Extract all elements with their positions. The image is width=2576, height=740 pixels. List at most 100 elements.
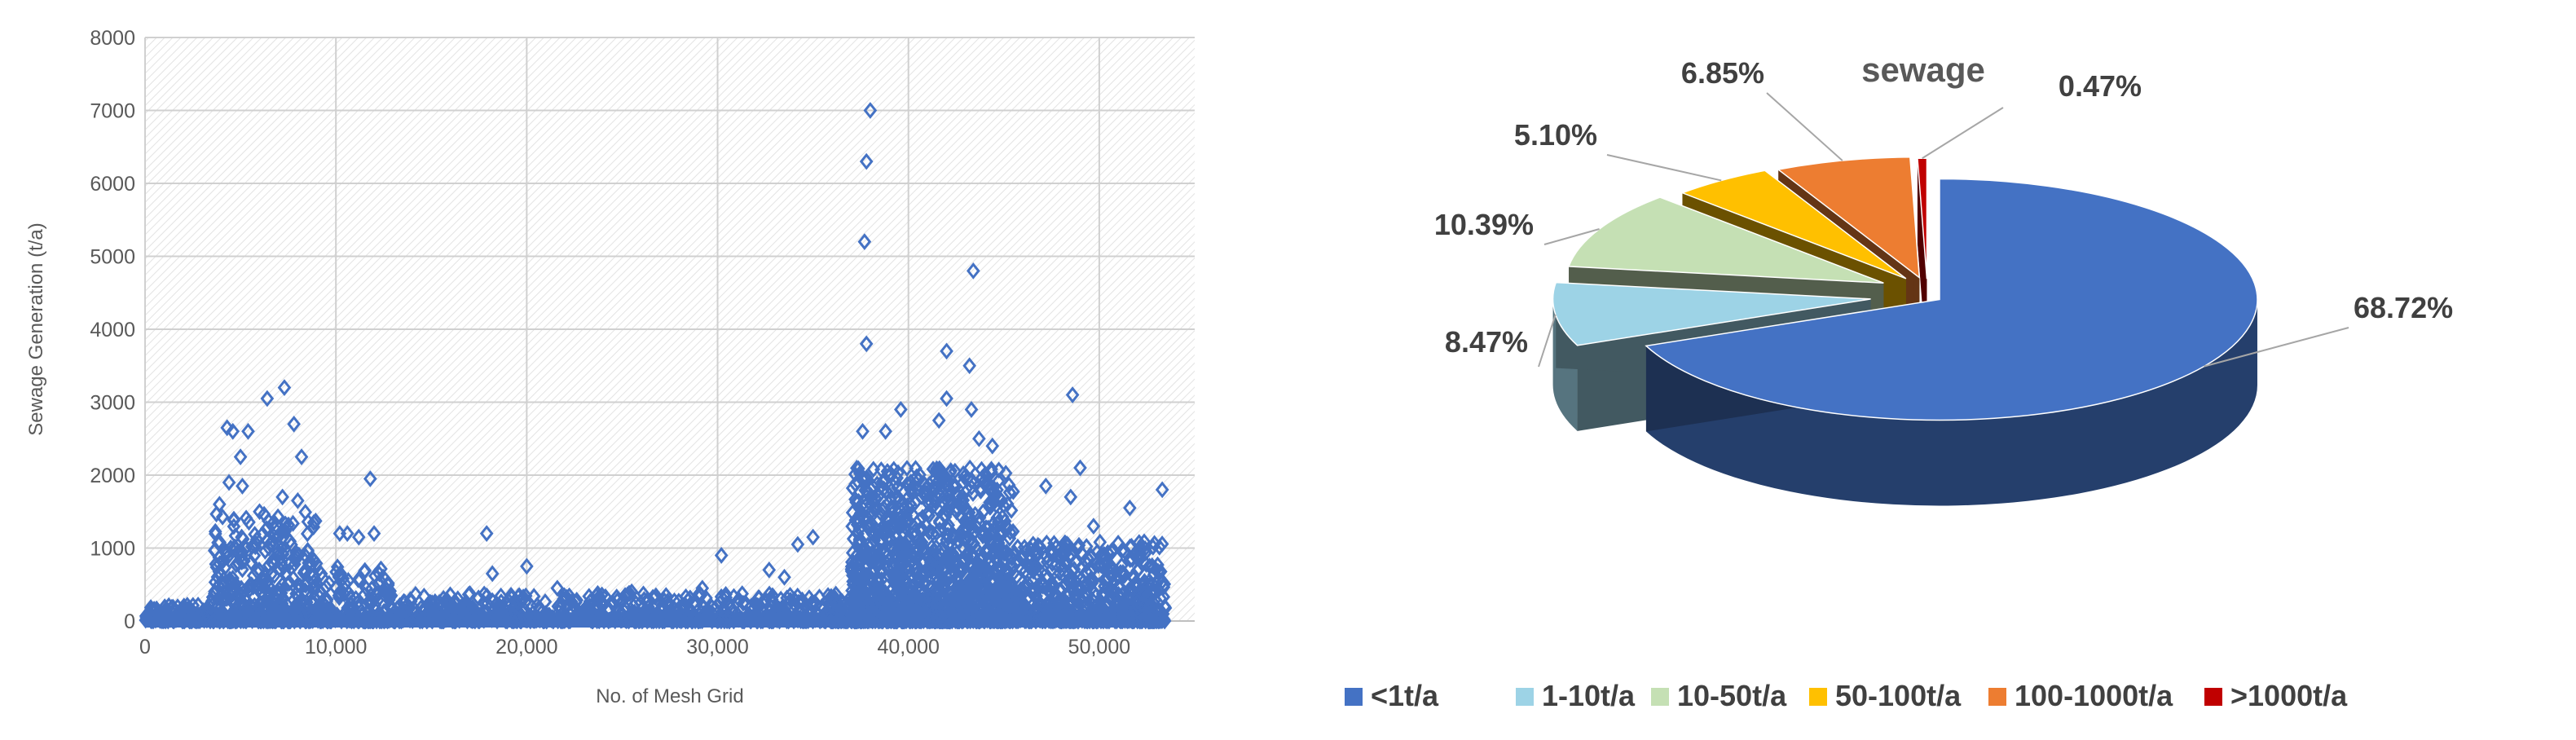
scatter-point — [570, 592, 583, 609]
scatter-point — [1014, 582, 1028, 600]
scatter-point — [857, 494, 871, 512]
scatter-point — [992, 461, 1006, 479]
pie-label-<1t/a: 68.72% — [2354, 291, 2453, 324]
scatter-point — [592, 608, 607, 626]
scatter-point-outlier — [962, 357, 976, 375]
x-tick-label: 20,000 — [495, 636, 557, 659]
scatter-point — [887, 612, 901, 630]
legend-swatch — [1988, 688, 2006, 706]
scatter-point — [971, 558, 985, 576]
scatter-point — [845, 518, 859, 535]
scatter-point — [773, 590, 788, 608]
scatter-point — [937, 474, 952, 491]
scatter-point-outlier — [1063, 488, 1078, 506]
scatter-point-outlier — [213, 496, 227, 513]
y-tick-label: 3000 — [90, 392, 135, 415]
scatter-point — [901, 513, 916, 531]
scatter-point — [848, 475, 862, 493]
scatter-point-outlier — [806, 528, 820, 546]
scatter-point — [266, 527, 281, 545]
scatter-point — [298, 504, 312, 521]
scatter-point — [1075, 608, 1090, 626]
y-axis-ticks: 0 1000 2000 3000 4000 5000 6000 7000 8000 — [90, 27, 135, 633]
scatter-point-outlier — [260, 390, 275, 407]
scatter-point — [997, 571, 1011, 588]
scatter-point-outlier — [894, 401, 908, 418]
scatter-point — [874, 506, 889, 523]
leader-line — [1538, 314, 1557, 368]
scatter-point — [666, 605, 680, 623]
scatter-point-outlier — [1073, 459, 1087, 477]
scatter-point — [852, 531, 867, 548]
scatter-point — [1155, 612, 1169, 630]
scatter-point-outlier — [291, 491, 305, 509]
scatter-point — [930, 500, 945, 518]
scatter-point — [932, 513, 947, 530]
scatter-point-outlier — [287, 415, 301, 433]
scatter-point — [392, 612, 407, 630]
scatter-point — [420, 612, 434, 630]
scatter-point — [364, 580, 379, 597]
scatter-point — [231, 588, 245, 606]
scatter-point — [887, 514, 901, 532]
scatter-point — [865, 478, 880, 496]
scatter-point — [984, 588, 998, 606]
scatter-point — [230, 544, 244, 562]
scatter-point — [922, 491, 936, 509]
scatter-point — [301, 541, 315, 559]
scatter-point — [1158, 599, 1173, 617]
scatter-point-outlier — [1086, 518, 1101, 535]
scatter-point — [931, 572, 945, 590]
y-tick-label: 1000 — [90, 538, 135, 561]
scatter-point — [958, 597, 971, 614]
scatter-point — [877, 473, 891, 491]
scatter-point — [923, 553, 938, 571]
scatter-point — [478, 609, 491, 627]
scatter-point — [801, 612, 815, 630]
scatter-point — [884, 610, 898, 628]
scatter-point — [283, 554, 297, 572]
scatter-point — [464, 606, 478, 623]
scatter-point-outlier — [714, 547, 729, 564]
scatter-point — [1050, 587, 1064, 605]
scatter-point — [305, 579, 319, 597]
y-tick-label: 4000 — [90, 319, 135, 341]
scatter-point — [874, 531, 887, 549]
y-tick-label: 6000 — [90, 173, 135, 196]
scatter-point — [914, 534, 929, 551]
leader-line — [2204, 327, 2349, 368]
scatter-point-outlier — [222, 474, 236, 491]
scatter-point — [266, 588, 281, 606]
scatter-point — [1141, 590, 1156, 608]
scatter-point — [205, 592, 219, 610]
scatter-point — [1152, 538, 1167, 556]
leader-line — [1766, 92, 1843, 161]
pie-label-100-1000t/a: 6.85% — [1681, 56, 1764, 90]
scatter-point — [1016, 605, 1031, 623]
scatter-point — [1026, 535, 1041, 553]
scatter-point — [441, 593, 455, 611]
scatter-point — [619, 612, 634, 630]
scatter-point — [922, 612, 936, 630]
scatter-point — [514, 612, 528, 630]
scatter-point-outlier — [220, 419, 235, 437]
leader-line — [1543, 228, 1600, 245]
scatter-point — [1089, 588, 1103, 605]
scatter-point — [1065, 562, 1079, 579]
scatter-point — [887, 541, 900, 559]
x-tick-label: 10,000 — [305, 636, 367, 659]
scatter-point — [395, 609, 410, 627]
scatter-point — [1131, 592, 1145, 610]
legend-label: 1-10t/a — [1542, 679, 1636, 712]
scatter-point — [253, 579, 266, 597]
scatter-point — [615, 592, 630, 610]
scatter-point — [987, 514, 1001, 532]
scatter-point — [998, 600, 1013, 618]
scatter-point — [809, 596, 823, 614]
scatter-point — [676, 602, 689, 620]
scatter-point — [978, 465, 993, 483]
scatter-point — [291, 581, 306, 599]
leader-line — [1606, 154, 1722, 182]
scatter-point — [216, 551, 231, 569]
scatter-point — [967, 535, 981, 553]
